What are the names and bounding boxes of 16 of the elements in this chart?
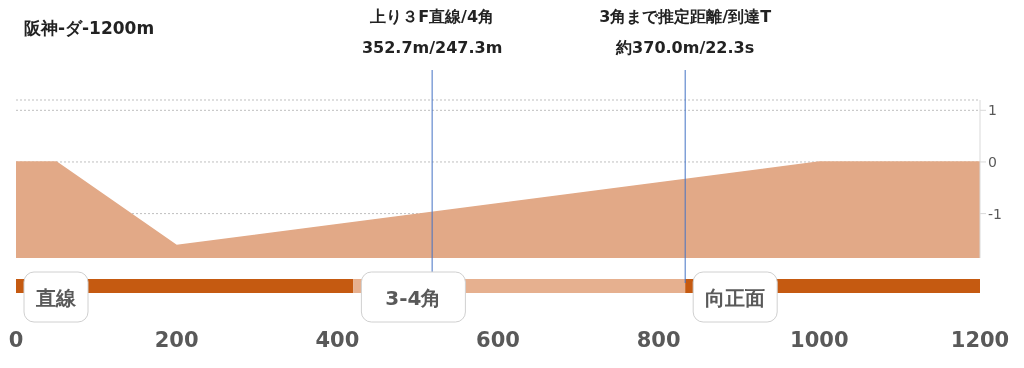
x-tick-label: 0 [8,327,24,352]
x-tick-label: 400 [315,327,360,352]
ref-line-label: 上り３F直線/4角 352.7m/247.3m [361,7,503,57]
chart-title: 阪神-ダ-1200m [24,18,155,38]
x-tick-label: 200 [154,327,199,352]
x-tick-label: 1200 [950,327,1010,352]
y-tick-label: -1 [988,205,1002,222]
x-tick-label: 1000 [790,327,849,352]
series-label: 直線 [35,286,77,310]
y-tick-label: 1 [988,102,997,119]
series-label: 向正面 [705,286,766,310]
series-label: 3-4角 [385,286,442,310]
ref-line-label: 3角まで推定距離/到達T 約370.0m/22.3s [599,7,772,57]
y-tick-label: 0 [988,153,997,170]
x-tick-label: 600 [476,327,520,352]
x-tick-label: 800 [636,327,681,352]
